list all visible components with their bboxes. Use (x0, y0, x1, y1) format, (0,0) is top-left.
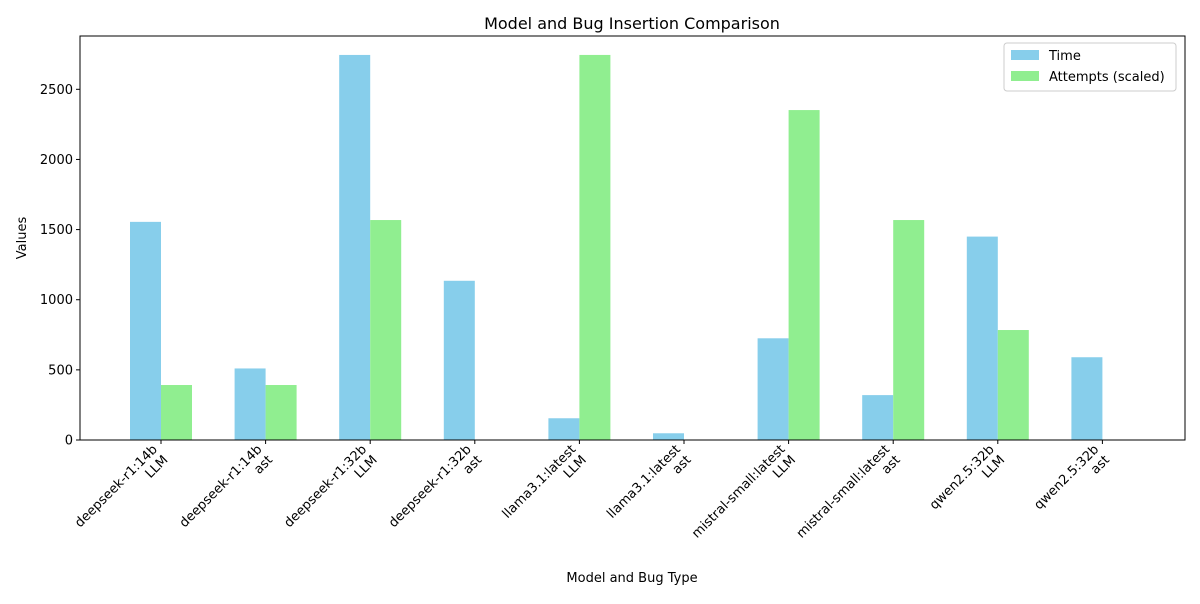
bar-time-0 (130, 221, 161, 440)
bar-time-7 (862, 395, 894, 440)
bar-time-6 (757, 338, 789, 440)
bar-time-5 (653, 433, 684, 440)
y-tick-label: 1500 (40, 223, 73, 238)
bar-time-4 (548, 418, 580, 440)
x-tick-label: deepseek-r1:32bast (386, 442, 485, 541)
x-tick-label: llama3.1:latestLLM (500, 442, 590, 532)
y-tick-label: 2500 (40, 83, 73, 98)
x-axis-label: Model and Bug Type (566, 571, 697, 586)
x-tick-label-model: mistral-small:latest (794, 442, 893, 541)
y-axis: 0 500 1000 1500 2000 2500 (40, 83, 80, 449)
legend-label-time: Time (1048, 49, 1081, 64)
x-tick-label-model: deepseek-r1:32b (281, 442, 370, 531)
y-tick-label: 0 (65, 434, 73, 449)
legend-swatch-attempts (1011, 71, 1039, 81)
y-tick-label: 1000 (40, 293, 73, 308)
bar-attempts-scaled-8 (997, 330, 1029, 440)
x-tick-label-model: qwen2.5:32b (1032, 442, 1103, 513)
x-tick-label-model: mistral-small:latest (689, 442, 788, 541)
bar-time-8 (966, 236, 998, 440)
bar-time-2 (339, 54, 371, 440)
x-tick-label: qwen2.5:32bast (1032, 442, 1113, 523)
legend: Time Attempts (scaled) (1003, 42, 1177, 92)
legend-box (1003, 42, 1177, 92)
legend-swatch-time (1011, 50, 1039, 60)
x-tick-label-model: deepseek-r1:14b (177, 442, 266, 531)
bar-attempts-scaled-7 (893, 220, 925, 440)
bar-attempts-scaled-0 (161, 385, 192, 440)
x-tick-label: deepseek-r1:14bast (177, 442, 276, 541)
chart-title: Model and Bug Insertion Comparison (484, 14, 780, 33)
x-tick-label: deepseek-r1:14bLLM (72, 442, 171, 541)
x-tick-label: mistral-small:latestast (794, 442, 904, 552)
x-axis: deepseek-r1:14bLLM deepseek-r1:14bast deep… (72, 440, 1113, 552)
bars-layer (130, 54, 1103, 441)
x-tick-label-model: deepseek-r1:14b (72, 442, 161, 531)
x-tick-label-model: llama3.1:latest (604, 442, 683, 521)
x-tick-label: mistral-small:latestLLM (689, 442, 799, 552)
x-tick-label-model: llama3.1:latest (500, 442, 579, 521)
bar-attempts-scaled-1 (265, 385, 297, 440)
bar-attempts-scaled-4 (579, 54, 611, 440)
plot-frame (79, 35, 1186, 441)
x-tick-label: qwen2.5:32bLLM (927, 442, 1008, 523)
x-tick-label: llama3.1:latestast (604, 442, 694, 532)
bar-time-3 (443, 280, 475, 440)
bar-time-1 (234, 368, 266, 440)
legend-label-attempts: Attempts (scaled) (1049, 70, 1165, 85)
bar-attempts-scaled-6 (788, 110, 820, 441)
y-axis-label: Values (15, 217, 30, 260)
bar-attempts-scaled-2 (370, 220, 402, 440)
bar-time-9 (1071, 357, 1103, 440)
y-tick-label: 2000 (40, 153, 73, 168)
x-tick-label-model: deepseek-r1:32b (386, 442, 475, 531)
x-tick-label: deepseek-r1:32bLLM (281, 442, 380, 541)
y-tick-label: 500 (48, 363, 73, 378)
